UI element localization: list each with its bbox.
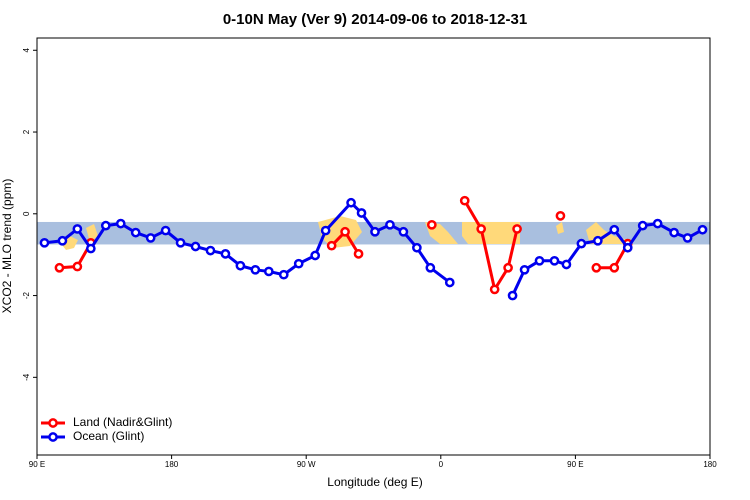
data-point bbox=[507, 290, 518, 301]
data-point bbox=[576, 238, 587, 249]
data-point bbox=[503, 262, 513, 273]
data-point bbox=[346, 197, 356, 208]
data-point bbox=[310, 250, 321, 261]
y-tick-label: -4 bbox=[22, 373, 31, 381]
data-point bbox=[326, 240, 337, 251]
data-point bbox=[609, 224, 620, 235]
plot-frame bbox=[36, 37, 711, 456]
x-tick-label: 0 bbox=[439, 460, 444, 469]
data-point bbox=[534, 255, 545, 266]
data-point bbox=[263, 266, 274, 277]
data-point bbox=[398, 226, 409, 237]
data-point bbox=[353, 249, 364, 259]
chart-title: 0-10N May (Ver 9) 2014-09-06 to 2018-12-… bbox=[223, 11, 527, 28]
data-point bbox=[57, 235, 68, 246]
y-tick-label: 4 bbox=[22, 47, 31, 52]
data-point bbox=[591, 262, 602, 273]
data-point bbox=[512, 224, 522, 234]
x-axis-label: Longitude (deg E) bbox=[327, 475, 422, 489]
legend-label: Ocean (Glint) bbox=[73, 429, 144, 443]
series-line bbox=[44, 200, 451, 284]
x-tick-label: 90 E bbox=[29, 460, 45, 469]
data-point bbox=[220, 249, 231, 259]
y-tick-label: 0 bbox=[22, 211, 31, 216]
data-point bbox=[476, 224, 487, 234]
data-point bbox=[250, 264, 261, 275]
data-point bbox=[356, 208, 367, 218]
x-tick-label: 90 E bbox=[567, 460, 583, 469]
data-point bbox=[697, 224, 708, 235]
data-point bbox=[190, 241, 201, 252]
data-point bbox=[555, 210, 566, 221]
data-point bbox=[425, 262, 436, 273]
data-point bbox=[39, 237, 50, 248]
land bbox=[86, 224, 98, 242]
data-point bbox=[278, 269, 289, 280]
data-point bbox=[652, 218, 663, 229]
data-point bbox=[54, 262, 65, 273]
data-point bbox=[293, 258, 304, 269]
data-point bbox=[115, 218, 126, 229]
land bbox=[556, 222, 564, 234]
data-point bbox=[561, 259, 572, 270]
data-point bbox=[235, 260, 246, 271]
data-point bbox=[444, 277, 455, 288]
legend-label: Land (Nadir&Glint) bbox=[73, 415, 172, 429]
data-point bbox=[145, 233, 156, 243]
y-tick-label: 2 bbox=[22, 129, 31, 134]
data-point bbox=[385, 219, 395, 230]
series-line bbox=[463, 199, 519, 294]
data-point bbox=[72, 261, 83, 272]
data-point bbox=[205, 245, 216, 256]
data-point bbox=[519, 264, 530, 275]
data-point bbox=[85, 243, 96, 254]
land bbox=[62, 236, 78, 250]
y-tick-label: -2 bbox=[22, 291, 31, 299]
data-point bbox=[412, 242, 422, 253]
x-tick-label: 180 bbox=[165, 460, 179, 469]
data-point bbox=[622, 242, 633, 253]
data-point bbox=[370, 226, 380, 237]
data-point bbox=[340, 226, 350, 237]
data-point bbox=[175, 237, 186, 248]
data-point bbox=[669, 227, 679, 238]
y-axis-label: XCO2 - MLO trend (ppm) bbox=[0, 179, 14, 314]
data-point bbox=[637, 220, 648, 231]
data-point bbox=[72, 224, 83, 234]
data-point bbox=[549, 255, 560, 266]
data-point bbox=[459, 195, 470, 206]
x-tick-label: 90 W bbox=[297, 460, 316, 469]
data-point bbox=[100, 220, 111, 231]
data-point bbox=[160, 225, 171, 236]
data-point bbox=[320, 225, 331, 236]
data-point bbox=[682, 233, 693, 243]
legend-marker bbox=[48, 418, 58, 428]
data-point bbox=[592, 235, 603, 246]
legend-marker bbox=[48, 432, 58, 442]
data-point bbox=[609, 262, 620, 273]
data-point bbox=[130, 227, 141, 238]
x-tick-label: 180 bbox=[703, 460, 717, 469]
data-point bbox=[426, 219, 437, 230]
data-point bbox=[489, 284, 500, 295]
land bbox=[462, 222, 520, 244]
